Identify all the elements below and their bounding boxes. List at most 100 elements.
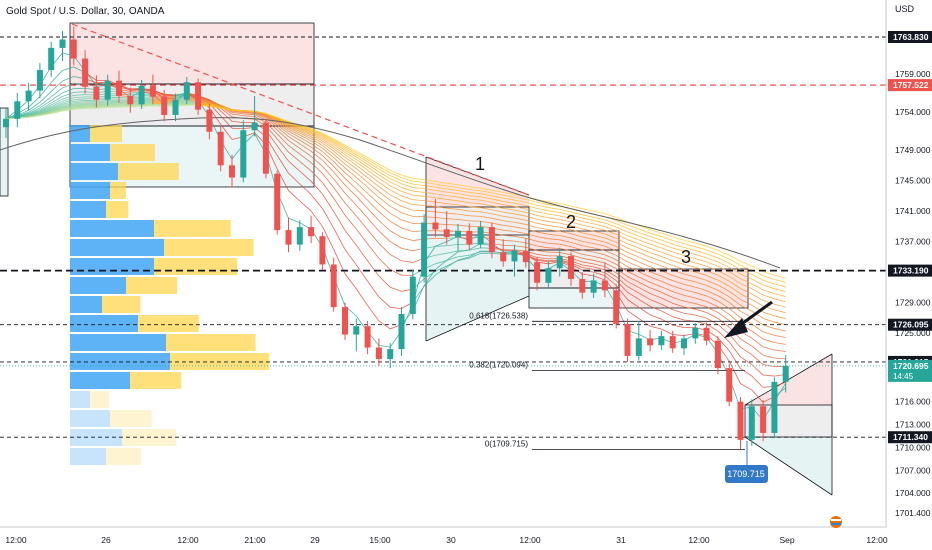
candle [658,330,665,350]
ribbon-segment [310,136,323,144]
ribbon-segment [457,224,470,227]
candle-body [3,118,9,128]
ribbon-segment [740,260,752,267]
ribbon-segment [299,126,312,132]
ribbon-segment [355,204,368,219]
ribbon-segment [661,286,673,292]
candle-body [669,336,676,349]
ribbon-segment [412,190,425,193]
candle-body [726,368,733,402]
ribbon-segment [751,345,764,356]
candle [387,342,394,369]
ribbon-segment [582,253,594,257]
candle [330,257,337,312]
ribbon-segment [582,261,594,265]
ribbon-segment [322,133,334,141]
ribbon-segment [740,304,752,312]
ribbon-segment [435,186,447,190]
ribbon-segment [661,328,673,335]
ribbon-segment [299,170,312,182]
ribbon-segment [774,309,786,314]
ribbon-segment [469,186,481,189]
ribbon-segment [333,150,346,161]
ribbon-segment [672,291,685,296]
ribbon-segment [525,205,538,209]
ribbon-segment [503,207,515,211]
arrow-icon [724,300,773,338]
ribbon-segment [661,239,673,245]
ribbon-segment [457,184,470,188]
ribbon-segment [333,178,346,194]
ribbon-segment [333,171,346,186]
ribbon-segment [570,221,583,226]
ribbon-segment [435,260,447,265]
ribbon-segment [604,237,617,243]
ribbon-segment [401,237,413,241]
ribbon-segment [355,228,368,245]
fib-label: 0.382(1720.094) [469,360,528,369]
price-tick-label: 1707.000 [895,465,931,475]
ribbon-segment [220,107,233,118]
ribbon-segment [604,275,617,286]
candle-body [308,227,315,237]
candle-body [398,313,405,350]
ribbon-segment [503,229,515,232]
ribbon-segment [39,104,52,112]
ribbon-segment [401,219,413,224]
ribbon-segment [649,276,662,282]
ribbon-segment [130,105,142,108]
ribbon-segment [310,140,323,149]
ribbon-segment [344,249,357,266]
ribbon-segment [683,268,696,273]
volume-bar-buy [70,125,90,142]
ribbon-segment [457,190,470,193]
ribbon-segment [28,110,41,116]
candle-body [183,82,190,100]
ribbon-segment [537,236,549,240]
ribbon-segment [695,297,707,302]
ribbon-segment [73,98,86,101]
ribbon-segment [389,221,402,229]
time-tick-label: 21:00 [244,535,266,545]
candle [3,108,9,138]
ribbon-segment [706,245,719,251]
ribbon-segment [469,210,481,213]
ribbon-segment [604,229,617,235]
ribbon-segment [288,140,301,149]
time-axis-ticks[interactable]: 12:00 26 12:00 21:00 29 15:00 30 12:00 31 12:00 Se… [5,535,888,545]
ribbon-segment [683,306,696,310]
volume-bar-buy [70,144,110,161]
ribbon-segment [62,108,74,111]
ribbon-segment [356,159,368,168]
candle-body [364,326,371,348]
candle [409,269,416,320]
ribbon-segment [344,149,357,158]
red-trendline [71,23,530,196]
ribbon-segment [672,280,685,285]
triangle-pattern-1 [426,157,529,207]
ribbon-segment [638,298,651,307]
ribbon-segment [62,99,74,104]
candle-body [737,401,744,440]
ribbon-segment [650,325,662,330]
ribbon-segment [220,110,233,122]
ribbon-segment [728,266,741,275]
demand-zone-2 [528,287,620,309]
ribbon-segment [604,258,617,265]
ribbon-segment [604,250,617,256]
ribbon-segment [582,224,594,228]
ribbon-segment [616,254,628,263]
ribbon-segment [288,160,301,172]
ribbon-segment [367,199,380,212]
candle [624,318,631,363]
ribbon-segment [390,286,402,292]
candle-body [82,58,89,87]
ribbon-segment [28,96,41,108]
ribbon-segment [299,161,312,172]
ribbon-segment [356,156,368,165]
ribbon-segment [333,138,346,146]
candle [364,320,371,355]
ribbon-segment [254,113,267,119]
price-axis-ticks[interactable]: 1759.000 1754.000 1749.000 1745.000 1741.000… [895,69,931,518]
